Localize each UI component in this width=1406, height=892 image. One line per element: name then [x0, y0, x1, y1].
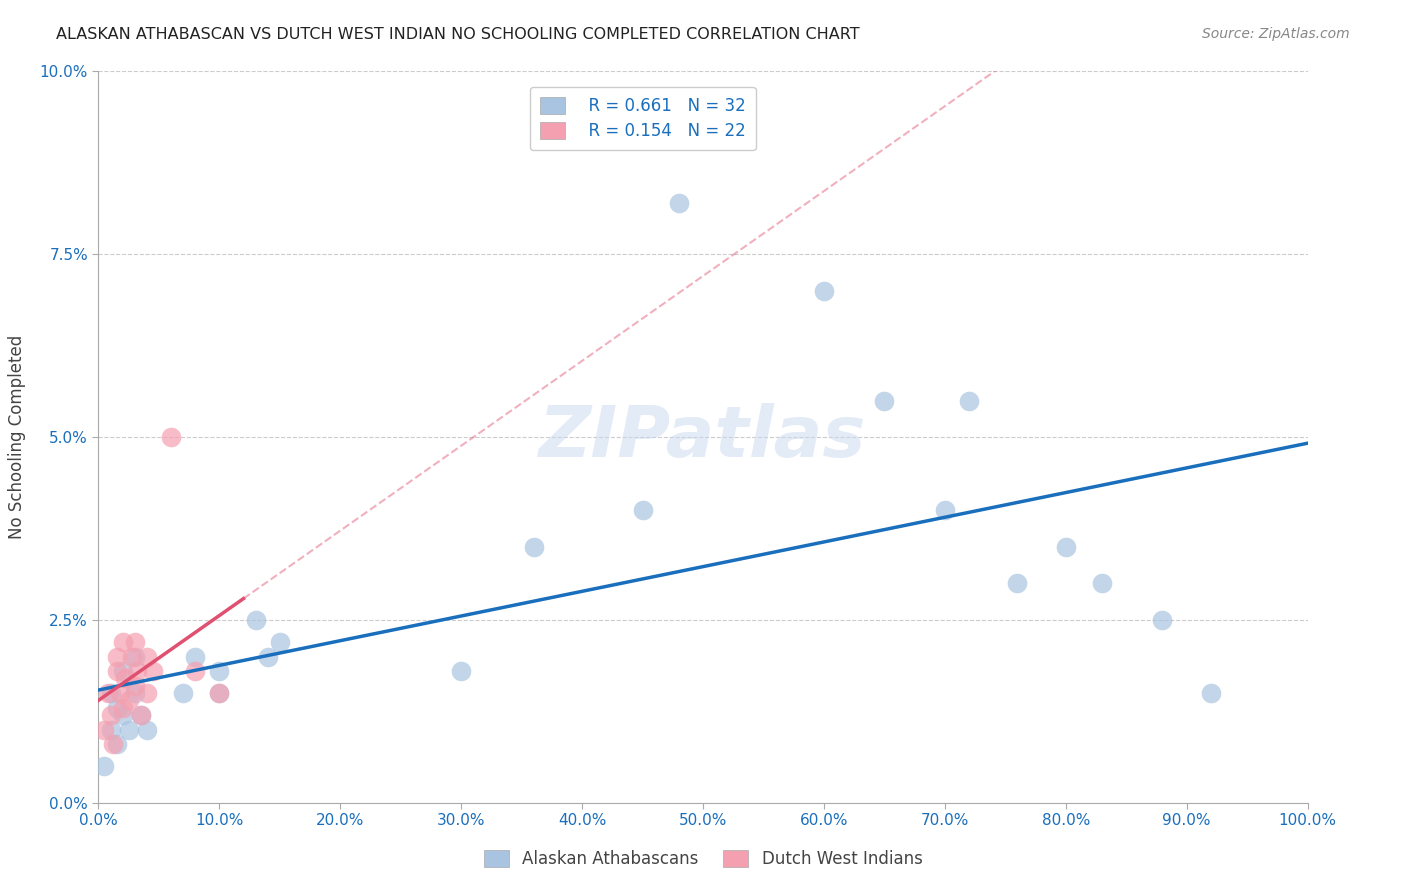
- Point: [208, 664, 231, 678]
- Point: [256, 649, 278, 664]
- Point: [873, 393, 896, 408]
- Point: [124, 649, 146, 664]
- Point: [124, 635, 146, 649]
- Point: [813, 284, 835, 298]
- Point: [142, 664, 165, 678]
- Point: [124, 686, 146, 700]
- Text: Source: ZipAtlas.com: Source: ZipAtlas.com: [1202, 27, 1350, 41]
- Point: [118, 693, 141, 707]
- Point: [934, 503, 956, 517]
- Text: ALASKAN ATHABASCAN VS DUTCH WEST INDIAN NO SCHOOLING COMPLETED CORRELATION CHART: ALASKAN ATHABASCAN VS DUTCH WEST INDIAN …: [56, 27, 860, 42]
- Point: [208, 686, 231, 700]
- Point: [100, 686, 122, 700]
- Point: [523, 540, 546, 554]
- Point: [631, 503, 654, 517]
- Point: [1199, 686, 1222, 700]
- Point: [118, 723, 141, 737]
- Legend:   R = 0.661   N = 32,   R = 0.154   N = 22: R = 0.661 N = 32, R = 0.154 N = 22: [530, 87, 755, 150]
- Point: [135, 723, 157, 737]
- Y-axis label: No Schooling Completed: No Schooling Completed: [8, 335, 25, 539]
- Text: ZIPatlas: ZIPatlas: [540, 402, 866, 472]
- Point: [93, 759, 115, 773]
- Point: [114, 672, 136, 686]
- Point: [1091, 576, 1114, 591]
- Point: [269, 635, 291, 649]
- Legend: Alaskan Athabascans, Dutch West Indians: Alaskan Athabascans, Dutch West Indians: [477, 843, 929, 875]
- Point: [100, 708, 122, 723]
- Point: [135, 649, 157, 664]
- Point: [184, 649, 207, 664]
- Point: [97, 686, 120, 700]
- Point: [160, 430, 183, 444]
- Point: [111, 708, 134, 723]
- Point: [100, 723, 122, 737]
- Point: [135, 686, 157, 700]
- Point: [957, 393, 980, 408]
- Point: [127, 664, 149, 678]
- Point: [105, 700, 128, 714]
- Point: [1054, 540, 1077, 554]
- Point: [105, 649, 128, 664]
- Point: [124, 679, 146, 693]
- Point: [93, 723, 115, 737]
- Point: [105, 664, 128, 678]
- Point: [208, 686, 231, 700]
- Point: [111, 664, 134, 678]
- Point: [1152, 613, 1174, 627]
- Point: [668, 196, 690, 211]
- Point: [111, 635, 134, 649]
- Point: [172, 686, 194, 700]
- Point: [108, 686, 131, 700]
- Point: [101, 737, 124, 751]
- Point: [129, 708, 152, 723]
- Point: [129, 708, 152, 723]
- Point: [184, 664, 207, 678]
- Point: [450, 664, 472, 678]
- Point: [245, 613, 267, 627]
- Point: [121, 649, 143, 664]
- Point: [105, 737, 128, 751]
- Point: [111, 700, 134, 714]
- Point: [1007, 576, 1029, 591]
